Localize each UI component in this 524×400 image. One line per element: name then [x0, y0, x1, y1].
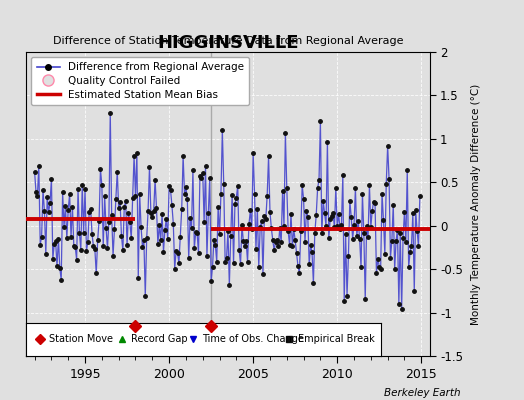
Title: HIGGINSVILLE: HIGGINSVILLE [157, 34, 299, 52]
Text: Difference of Station Temperature Data from Regional Average: Difference of Station Temperature Data f… [53, 36, 403, 46]
Text: Berkeley Earth: Berkeley Earth [385, 388, 461, 398]
Y-axis label: Monthly Temperature Anomaly Difference (°C): Monthly Temperature Anomaly Difference (… [472, 83, 482, 325]
Legend: Difference from Regional Average, Quality Control Failed, Estimated Station Mean: Difference from Regional Average, Qualit… [31, 57, 249, 105]
